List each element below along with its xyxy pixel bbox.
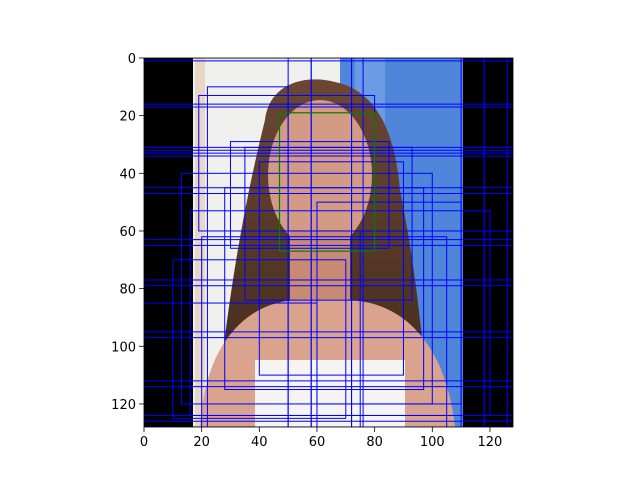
- x-tick-label: 40: [251, 435, 268, 450]
- x-tick-label: 0: [140, 435, 148, 450]
- image-background-wall-edge: [195, 58, 205, 427]
- y-tick-label: 60: [119, 225, 136, 240]
- blue-box-6: [144, 279, 513, 287]
- blue-box-12: [244, 146, 413, 301]
- blue-box-16: [201, 236, 448, 427]
- x-axis: 0 20 40 60 80 100 120: [140, 427, 502, 450]
- blue-box-27: [483, 58, 508, 427]
- blue-box-20: [359, 230, 513, 427]
- face-shape: [268, 100, 372, 250]
- blue-bounding-boxes: [144, 58, 513, 427]
- blue-box-1: [144, 103, 513, 108]
- y-tick-label: 120: [111, 398, 136, 413]
- y-tick-label: 80: [119, 283, 136, 298]
- blue-box-7: [144, 331, 513, 339]
- y-axis: 0 20 40 60 80 100 120: [111, 52, 144, 413]
- plot-area: [144, 58, 513, 427]
- blue-box-5: [144, 239, 513, 246]
- x-tick-label: 20: [193, 435, 210, 450]
- x-tick-label: 80: [366, 435, 383, 450]
- blue-box-13: [180, 172, 433, 405]
- blue-box-3: [144, 149, 513, 157]
- y-tick-label: 0: [128, 52, 136, 67]
- blue-box-17: [258, 161, 404, 376]
- axes-frame: [143, 57, 514, 428]
- green-bounding-box: [278, 112, 376, 252]
- blue-box-21: [144, 302, 318, 427]
- y-tick-label: 20: [119, 110, 136, 125]
- y-tick-label: 100: [111, 340, 136, 355]
- portrait-image: [144, 58, 513, 427]
- blue-box-19: [172, 259, 347, 419]
- y-tick-label: 40: [119, 167, 136, 182]
- blue-box-8: [144, 380, 513, 388]
- blue-box-11: [229, 141, 390, 249]
- white-top: [255, 360, 405, 427]
- blue-box-0: [144, 58, 513, 62]
- x-tick-label: 100: [420, 435, 445, 450]
- blue-box-15: [189, 210, 491, 416]
- neck-shape: [290, 230, 350, 310]
- x-tick-label: 60: [309, 435, 326, 450]
- blue-box-14: [224, 187, 425, 391]
- blue-box-25: [351, 58, 364, 427]
- x-tick-label: 120: [478, 435, 503, 450]
